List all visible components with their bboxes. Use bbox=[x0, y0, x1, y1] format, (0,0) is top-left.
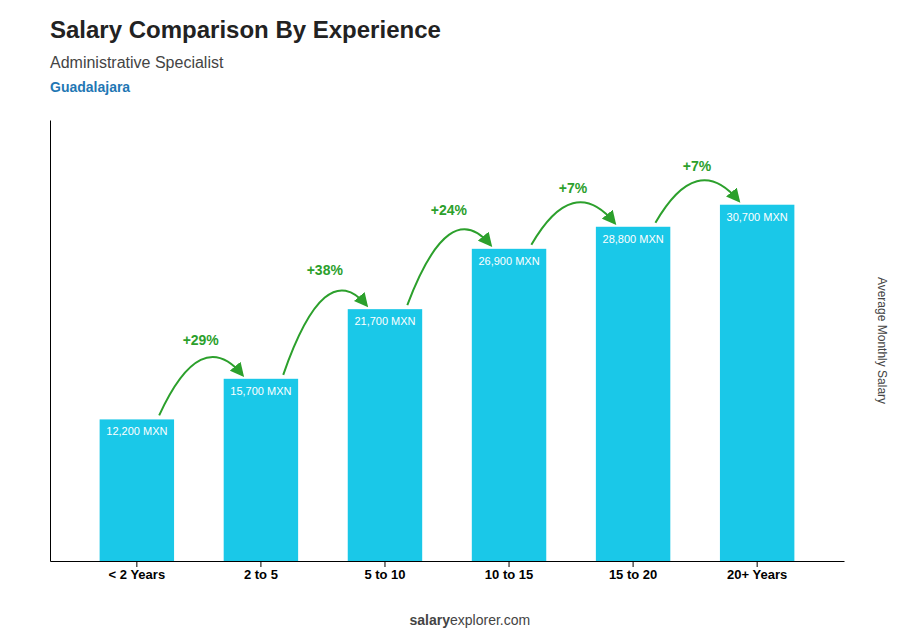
x-tick: 2 to 5 bbox=[244, 561, 278, 582]
x-tick: 5 to 10 bbox=[364, 561, 405, 582]
change-label: +7% bbox=[559, 180, 588, 196]
bar bbox=[224, 379, 298, 561]
bar bbox=[100, 419, 174, 561]
plot-area bbox=[100, 205, 795, 561]
x-tick-mark bbox=[136, 561, 137, 567]
x-axis: < 2 Years 2 to 5 5 to 10 10 to 15 15 to 20 20… bbox=[51, 561, 845, 582]
change-arrow bbox=[655, 180, 738, 223]
bar bbox=[348, 309, 422, 561]
bar bbox=[596, 227, 670, 561]
value-label: 15,700 MXN bbox=[230, 385, 291, 397]
credit: salary bbox=[410, 612, 451, 628]
x-tick-mark bbox=[633, 561, 634, 567]
value-label: 30,700 MXN bbox=[727, 211, 788, 223]
bar bbox=[720, 205, 794, 561]
change-arrow bbox=[159, 357, 242, 415]
x-tick-label: 15 to 20 bbox=[609, 567, 657, 582]
subtitle: Administrative Specialist bbox=[50, 54, 224, 71]
x-axis-line bbox=[51, 561, 845, 562]
x-tick-label: 10 to 15 bbox=[485, 567, 533, 582]
change-label: +24% bbox=[431, 202, 468, 218]
x-tick: < 2 Years bbox=[109, 561, 166, 582]
bar bbox=[472, 249, 546, 561]
x-tick-label: 2 to 5 bbox=[244, 567, 278, 582]
x-tick-mark bbox=[757, 561, 758, 567]
value-labels: 12,200 MXN 15,700 MXN 21,700 MXN 26,900 MXN… bbox=[106, 211, 788, 438]
x-tick: 10 to 15 bbox=[485, 561, 533, 582]
x-tick-mark bbox=[509, 561, 510, 567]
y-axis-line bbox=[50, 121, 51, 562]
x-tick: 20+ Years bbox=[727, 561, 787, 582]
value-label: 21,700 MXN bbox=[354, 315, 415, 327]
change-label: +38% bbox=[307, 262, 344, 278]
value-label: 28,800 MXN bbox=[603, 233, 664, 245]
change-arrow bbox=[531, 202, 614, 245]
city: Guadalajara bbox=[50, 79, 130, 95]
change-label: +29% bbox=[183, 332, 220, 348]
change-arrow bbox=[407, 229, 490, 305]
chart: Salary Comparison By Experience Administr… bbox=[0, 0, 900, 641]
x-tick-label: 5 to 10 bbox=[364, 567, 405, 582]
value-label: 12,200 MXN bbox=[106, 425, 167, 437]
x-tick-mark bbox=[260, 561, 261, 567]
x-tick-label: 20+ Years bbox=[727, 567, 787, 582]
y-label: Average Monthly Salary bbox=[875, 277, 889, 404]
change-arrow bbox=[283, 290, 366, 374]
title: Salary Comparison By Experience bbox=[50, 16, 441, 43]
credit: explorer.com bbox=[450, 612, 530, 628]
x-tick: 15 to 20 bbox=[609, 561, 657, 582]
value-label: 26,900 MXN bbox=[478, 255, 539, 267]
y-axis bbox=[50, 121, 51, 562]
x-tick-label: < 2 Years bbox=[109, 567, 166, 582]
x-tick-mark bbox=[384, 561, 385, 567]
change-annotations: +29% +38% +24% +7% +7% bbox=[159, 158, 738, 416]
change-label: +7% bbox=[683, 158, 712, 174]
